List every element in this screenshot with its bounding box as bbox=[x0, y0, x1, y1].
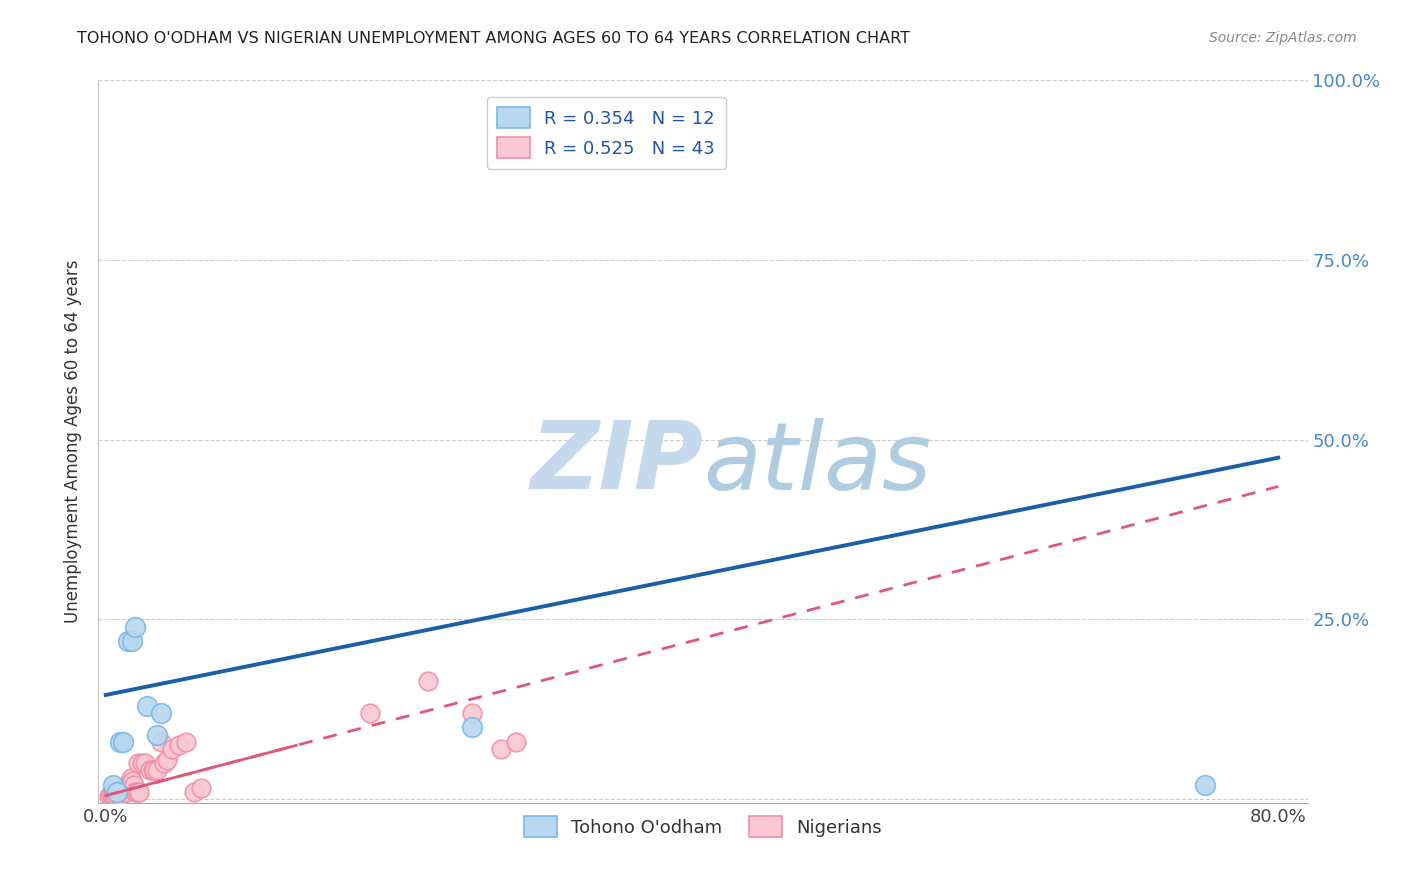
Text: TOHONO O'ODHAM VS NIGERIAN UNEMPLOYMENT AMONG AGES 60 TO 64 YEARS CORRELATION CH: TOHONO O'ODHAM VS NIGERIAN UNEMPLOYMENT … bbox=[77, 31, 910, 46]
Point bbox=[131, 756, 153, 771]
Point bbox=[134, 756, 156, 771]
Legend: Tohono O'odham, Nigerians: Tohono O'odham, Nigerians bbox=[517, 809, 889, 845]
Point bbox=[150, 734, 173, 748]
Point bbox=[143, 764, 166, 778]
Point bbox=[461, 720, 484, 734]
Point bbox=[176, 734, 198, 748]
Point bbox=[125, 785, 148, 799]
Point bbox=[101, 789, 124, 803]
Point bbox=[101, 778, 124, 792]
Text: Source: ZipAtlas.com: Source: ZipAtlas.com bbox=[1209, 31, 1357, 45]
Point bbox=[183, 785, 205, 799]
Point bbox=[359, 706, 381, 720]
Point bbox=[121, 634, 143, 648]
Point bbox=[128, 785, 150, 799]
Point bbox=[107, 785, 129, 799]
Point bbox=[505, 734, 527, 748]
Point bbox=[160, 742, 183, 756]
Point bbox=[167, 739, 190, 753]
Point bbox=[100, 789, 122, 803]
Point bbox=[97, 789, 120, 803]
Point bbox=[112, 734, 135, 748]
Point bbox=[127, 756, 149, 771]
Point bbox=[138, 764, 160, 778]
Point bbox=[110, 785, 132, 799]
Point bbox=[117, 634, 139, 648]
Point bbox=[1194, 778, 1216, 792]
Point bbox=[146, 764, 169, 778]
Point bbox=[153, 756, 176, 771]
Point bbox=[114, 781, 136, 796]
Point bbox=[135, 698, 157, 713]
Point bbox=[124, 785, 146, 799]
Point bbox=[461, 706, 484, 720]
Point bbox=[146, 727, 169, 741]
Point bbox=[491, 742, 513, 756]
Point bbox=[418, 673, 440, 688]
Text: atlas: atlas bbox=[703, 417, 931, 508]
Point bbox=[107, 785, 129, 799]
Point bbox=[110, 789, 132, 803]
Point bbox=[190, 781, 212, 796]
Point bbox=[111, 785, 134, 799]
Point bbox=[142, 764, 165, 778]
Point bbox=[156, 753, 179, 767]
Point bbox=[105, 789, 128, 803]
Point bbox=[115, 785, 138, 799]
Point bbox=[103, 789, 125, 803]
Point bbox=[112, 781, 135, 796]
Point bbox=[122, 778, 145, 792]
Point bbox=[118, 778, 141, 792]
Point bbox=[120, 771, 142, 785]
Point bbox=[124, 620, 146, 634]
Point bbox=[150, 706, 173, 720]
Point bbox=[117, 778, 139, 792]
Point bbox=[108, 789, 131, 803]
Point bbox=[98, 789, 121, 803]
Y-axis label: Unemployment Among Ages 60 to 64 years: Unemployment Among Ages 60 to 64 years bbox=[65, 260, 83, 624]
Point bbox=[101, 785, 124, 799]
Text: ZIP: ZIP bbox=[530, 417, 703, 509]
Point bbox=[110, 734, 132, 748]
Point bbox=[121, 774, 143, 789]
